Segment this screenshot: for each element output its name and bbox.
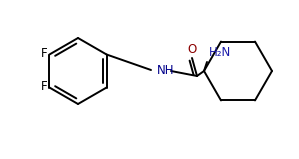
Text: F: F [41, 80, 48, 93]
Text: H₂N: H₂N [209, 46, 231, 59]
Text: NH: NH [157, 65, 175, 77]
Text: F: F [41, 47, 48, 60]
Text: O: O [187, 43, 197, 56]
